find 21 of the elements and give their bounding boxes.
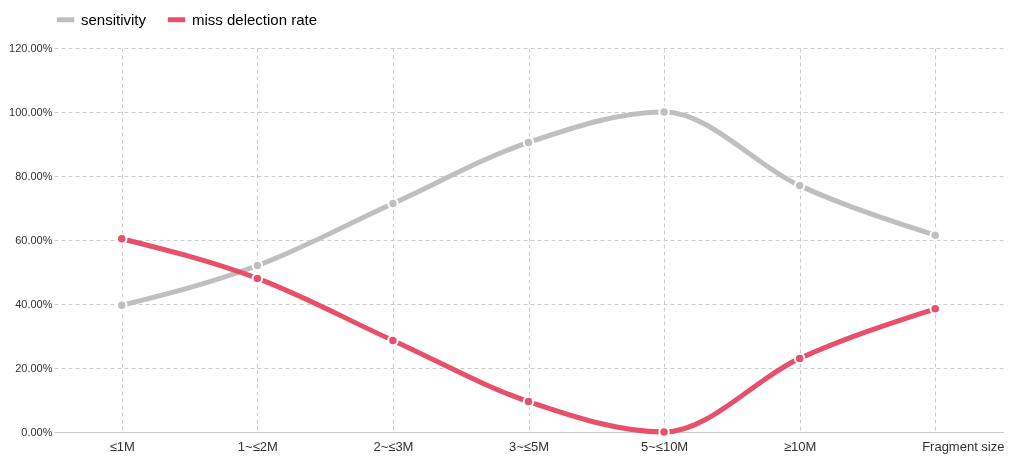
y-tick-label: 80.00% xyxy=(15,169,53,182)
legend-label: miss delection rate xyxy=(192,10,318,28)
x-tick-label: 1~≤2M xyxy=(237,438,278,454)
x-tick-label: ≤1M xyxy=(109,438,135,454)
x-tick-label: ≥10M xyxy=(783,438,817,454)
x-axis-title: Fragment size xyxy=(922,438,1005,454)
x-tick-label: 3~≤5M xyxy=(508,438,550,454)
x-tick-label: 5~≤10M xyxy=(640,438,689,454)
y-tick-label: 120.00% xyxy=(9,41,53,54)
point xyxy=(251,272,264,285)
point xyxy=(793,352,806,365)
point xyxy=(116,299,128,312)
point xyxy=(387,334,399,347)
y-tick-label: 60.00% xyxy=(15,233,53,246)
point xyxy=(116,232,128,245)
x-tick-label: 2~≤3M xyxy=(373,438,414,454)
y-tick-label: 40.00% xyxy=(15,297,53,310)
y-tick-label: 100.00% xyxy=(9,105,53,118)
y-tick-label: 20.00% xyxy=(15,361,53,374)
y-tick-label: 0.00% xyxy=(21,425,53,438)
legend-label: sensitivity xyxy=(81,10,147,28)
